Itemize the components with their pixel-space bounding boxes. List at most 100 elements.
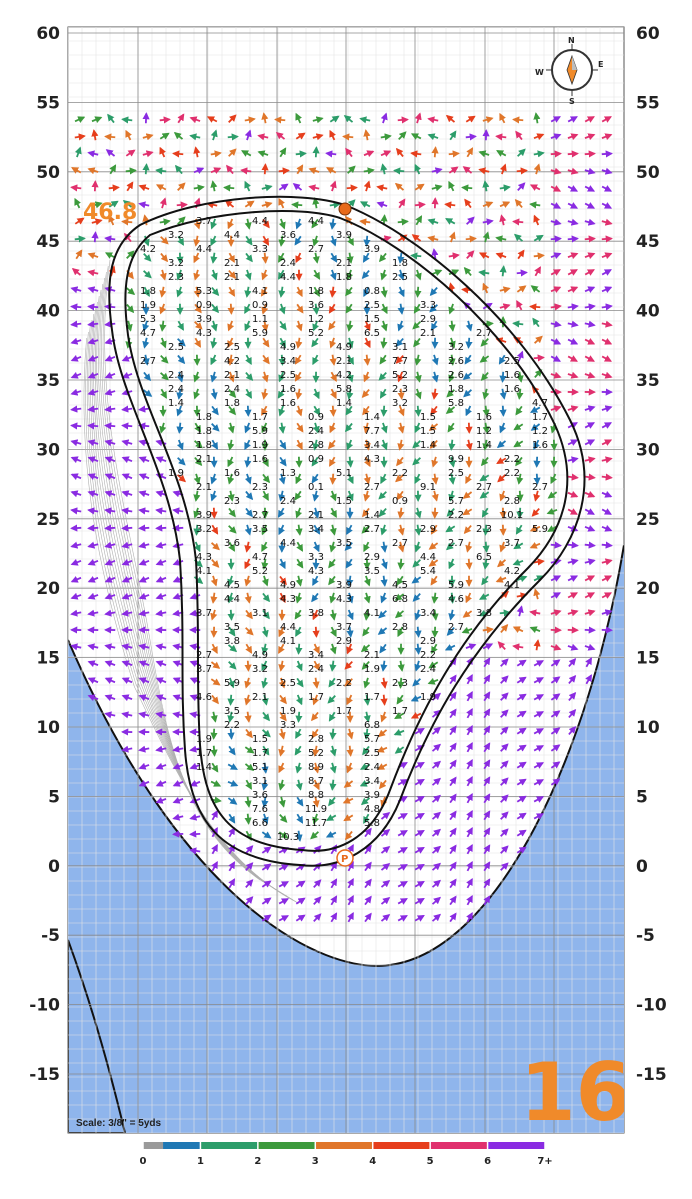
- slope-arrow: [480, 456, 489, 467]
- slope-arrow: [329, 405, 337, 417]
- slope-label: 1.8: [224, 398, 240, 409]
- slope-label: 2.7: [364, 482, 380, 493]
- slope-arrow: [410, 150, 422, 158]
- slope-arrow: [87, 388, 99, 396]
- slope-arrow: [482, 422, 490, 434]
- slope-arrow: [449, 130, 457, 141]
- slope-arrow: [550, 202, 562, 209]
- slope-arrow: [601, 338, 613, 345]
- slope-arrow: [108, 184, 120, 192]
- slope-arrow: [601, 235, 613, 243]
- slope-label: 3.6: [308, 300, 324, 311]
- slope-label: 7.7: [364, 426, 380, 437]
- slope-label: 9.9: [448, 454, 464, 465]
- slope-arrow: [228, 388, 237, 399]
- slope-arrow: [431, 643, 438, 654]
- slope-arrow: [530, 423, 541, 431]
- slope-arrow: [497, 559, 507, 568]
- slope-arrow: [344, 678, 353, 687]
- slope-arrow: [211, 694, 219, 705]
- slope-arrow: [431, 167, 443, 175]
- slope-arrow: [497, 641, 506, 650]
- slope-arrow: [138, 524, 150, 532]
- slope-arrow: [329, 180, 337, 192]
- slope-arrow: [227, 133, 239, 141]
- slope-arrow: [363, 354, 371, 366]
- slope-arrow: [346, 490, 354, 502]
- slope-label: 1.7: [252, 748, 268, 759]
- slope-arrow: [345, 286, 353, 297]
- slope-arrow: [155, 167, 167, 175]
- slope-label: 11.7: [305, 818, 327, 829]
- slope-arrow: [584, 116, 595, 123]
- slope-arrow: [278, 286, 286, 298]
- slope-label: 2.7: [476, 482, 492, 493]
- slope-arrow: [516, 285, 527, 293]
- slope-arrow: [295, 507, 303, 519]
- slope-label: 1.7: [336, 706, 352, 717]
- slope-arrow: [448, 320, 456, 332]
- slope-label: 2.4: [420, 664, 436, 675]
- slope-arrow: [464, 198, 472, 209]
- slope-label: 1.6: [504, 370, 520, 381]
- slope-arrow: [311, 456, 319, 467]
- slope-arrow: [448, 609, 456, 621]
- slope-label: 10.1: [501, 510, 523, 521]
- legend-label: 7+: [537, 1156, 552, 1167]
- slope-arrow: [448, 558, 455, 570]
- slope-arrow: [414, 473, 421, 485]
- slope-label: 0.9: [392, 496, 408, 507]
- slope-arrow: [70, 184, 82, 192]
- slope-arrow: [346, 371, 354, 383]
- slope-arrow: [529, 626, 541, 634]
- slope-arrow: [533, 335, 543, 344]
- slope-label: 2.6: [448, 370, 464, 381]
- slope-arrow: [312, 235, 320, 247]
- slope-arrow: [295, 252, 302, 264]
- slope-arrow: [312, 507, 320, 519]
- slope-label: 1.4: [476, 440, 492, 451]
- slope-arrow: [313, 269, 321, 280]
- slope-arrow: [550, 150, 562, 158]
- slope-arrow: [431, 592, 439, 604]
- slope-arrow: [261, 320, 269, 332]
- slope-arrow: [550, 473, 557, 485]
- slope-arrow: [397, 422, 405, 434]
- slope-arrow: [210, 180, 218, 192]
- slope-label: 2.1: [224, 272, 240, 283]
- slope-arrow: [261, 201, 273, 209]
- slope-arrow: [70, 337, 82, 345]
- slope-arrow: [228, 626, 236, 637]
- slope-arrow: [516, 371, 524, 383]
- slope-arrow: [550, 405, 562, 413]
- slope-arrow: [70, 439, 82, 447]
- slope-arrow: [567, 133, 579, 141]
- slope-arrow: [210, 575, 218, 587]
- slope-arrow: [550, 167, 562, 175]
- slope-arrow: [138, 405, 150, 413]
- slope-arrow: [363, 320, 371, 332]
- slope-arrow: [346, 252, 354, 264]
- slope-arrow: [533, 150, 545, 158]
- slope-arrow: [311, 592, 319, 603]
- slope-arrow: [279, 439, 287, 450]
- slope-arrow: [121, 660, 133, 668]
- slope-arrow: [601, 592, 613, 599]
- slope-label: 3.5: [224, 622, 240, 633]
- slope-arrow: [444, 201, 456, 209]
- slope-label: 4.4: [420, 552, 436, 563]
- slope-arrow: [550, 286, 562, 294]
- slope-arrow: [155, 575, 167, 583]
- slope-arrow: [430, 575, 438, 586]
- slope-arrow: [122, 199, 133, 208]
- slope-label: 1.8: [196, 440, 212, 451]
- slope-arrow: [380, 405, 388, 417]
- slope-arrow: [138, 184, 150, 192]
- slope-arrow: [177, 113, 185, 124]
- slope-label: 5.8: [336, 384, 352, 395]
- slope-arrow: [397, 439, 405, 451]
- slope-arrow: [584, 558, 596, 566]
- slope-arrow: [244, 218, 252, 230]
- slope-arrow: [584, 575, 596, 582]
- slope-arrow: [499, 265, 507, 277]
